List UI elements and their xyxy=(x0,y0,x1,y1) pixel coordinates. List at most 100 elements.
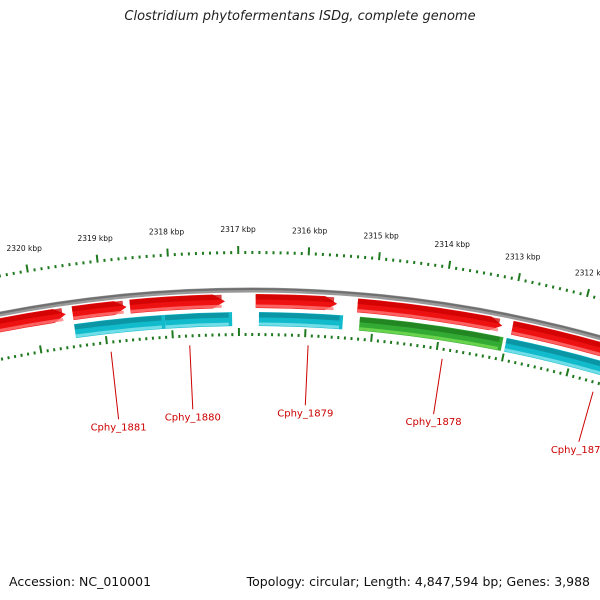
locus-label: Cphy_1877 xyxy=(551,445,600,456)
inner-tick-minor xyxy=(584,378,588,382)
outer-tick-major xyxy=(517,272,521,282)
outer-tick-minor xyxy=(579,291,582,296)
outer-tick-minor xyxy=(5,272,9,277)
locus-leader xyxy=(189,345,194,410)
backbone-shade xyxy=(0,288,600,338)
scale-label: 2317 kbp xyxy=(220,225,256,234)
gene-highlight-0 xyxy=(0,318,64,332)
gene-shade-4 xyxy=(357,298,501,324)
inner-tick-minor xyxy=(7,356,10,360)
inner-tick-minor xyxy=(597,381,600,386)
outer-tick-minor xyxy=(482,271,486,275)
inner-tick-minor xyxy=(13,354,17,359)
locus-leader xyxy=(110,351,120,420)
inner-tick-major xyxy=(105,336,108,345)
outer-tick-minor xyxy=(544,283,548,288)
outer-tick-minor xyxy=(531,280,534,285)
outer-tick-major xyxy=(586,288,590,298)
inner-tick-minor xyxy=(559,371,562,375)
outer-tick-minor xyxy=(489,272,493,276)
scale-label: 2312 kbp xyxy=(575,269,600,278)
inner-tick-minor xyxy=(552,369,556,374)
inner-tick-minor xyxy=(481,354,485,358)
accession-text: Accession: NC_010001 xyxy=(9,574,152,589)
scale-label: 2313 kbp xyxy=(505,252,541,261)
outer-tick-minor xyxy=(551,285,555,289)
inner-tick-minor xyxy=(520,362,524,366)
backbone-line xyxy=(0,287,600,341)
inner-tick-major xyxy=(370,333,373,342)
inner-tick-major xyxy=(435,341,440,351)
genome-summary-text: Topology: circular; Length: 4,847,594 bp… xyxy=(246,574,590,589)
gene-highlight-5 xyxy=(510,331,600,356)
outer-tick-minor xyxy=(572,290,576,294)
gene-highlight-7 xyxy=(165,322,229,329)
inner-tick-minor xyxy=(591,379,594,384)
gene-shade-8 xyxy=(258,312,340,321)
outer-tick-minor xyxy=(592,295,596,299)
locus-leader xyxy=(433,358,443,415)
gene-track xyxy=(0,294,600,376)
map-title: Clostridium phytofermentans ISDg, comple… xyxy=(124,9,476,24)
gene-highlight-10 xyxy=(504,348,600,375)
gene-highlight-3 xyxy=(255,304,334,311)
gene-shade-5 xyxy=(512,321,600,348)
genome-backbone xyxy=(0,287,600,341)
scale-label: 2318 kbp xyxy=(149,228,185,237)
inner-tick-minor xyxy=(578,376,582,380)
inner-tick-minor xyxy=(26,352,30,356)
outer-tick-minor xyxy=(496,273,500,278)
outer-tick-major xyxy=(25,264,29,273)
outer-tick-minor xyxy=(475,270,479,274)
locus-leader xyxy=(578,391,594,442)
inner-tick-minor xyxy=(20,353,23,357)
gene-highlight-9 xyxy=(358,327,499,350)
inner-tick-minor xyxy=(33,351,36,355)
outer-tick-major xyxy=(378,252,381,261)
outer-tick-minor xyxy=(565,288,569,292)
inner-tick-minor xyxy=(488,355,491,359)
inner-tick-minor xyxy=(468,352,471,356)
gene-shade-7 xyxy=(164,312,229,321)
gene-shade-2 xyxy=(129,294,222,306)
scale-label: 2314 kbp xyxy=(435,240,471,249)
outer-tick-minor xyxy=(19,270,22,274)
outer-tick-minor xyxy=(510,276,514,280)
inner-tick-minor xyxy=(494,356,498,361)
outer-tick-minor xyxy=(538,282,541,286)
gene-highlight-1 xyxy=(73,310,124,320)
locus-labels: Cphy_1881 Cphy_1880 Cphy_1879 Cphy_1878 Cphy… xyxy=(91,345,600,456)
inner-tick-minor xyxy=(0,357,4,361)
outer-tick-minor xyxy=(558,286,562,291)
gene-shade-6 xyxy=(74,315,162,330)
scale-label: 2319 kbp xyxy=(77,234,113,243)
inner-tick-major xyxy=(39,345,43,354)
inner-tick-minor xyxy=(507,359,511,363)
inner-scale-ticks xyxy=(0,328,600,386)
locus-label: Cphy_1879 xyxy=(277,408,333,419)
outer-tick-minor xyxy=(503,275,507,279)
locus-label: Cphy_1878 xyxy=(406,417,462,428)
gene-highlight-8 xyxy=(258,322,340,329)
inner-tick-minor xyxy=(461,350,465,355)
inner-tick-minor xyxy=(533,365,536,369)
locus-leader xyxy=(304,345,309,406)
scale-label: 2315 kbp xyxy=(363,231,399,240)
gene-shade-0 xyxy=(0,308,63,324)
outer-tick-major xyxy=(95,254,99,263)
outer-tick-minor xyxy=(12,271,15,276)
inner-tick-major xyxy=(501,353,505,362)
inner-tick-minor xyxy=(571,374,575,379)
inner-tick-minor xyxy=(546,368,549,372)
gene-shade-10 xyxy=(505,338,600,367)
gene-shade-9 xyxy=(359,317,501,342)
inner-tick-major xyxy=(565,368,570,377)
scale-label: 2320 kbp xyxy=(7,244,43,253)
gene-highlight-6 xyxy=(75,325,163,338)
gene-shade-3 xyxy=(255,294,335,303)
scale-label: 2316 kbp xyxy=(292,226,328,235)
outer-tick-minor xyxy=(524,279,527,283)
inner-tick-minor xyxy=(513,360,517,365)
gene-highlight-4 xyxy=(357,308,499,332)
